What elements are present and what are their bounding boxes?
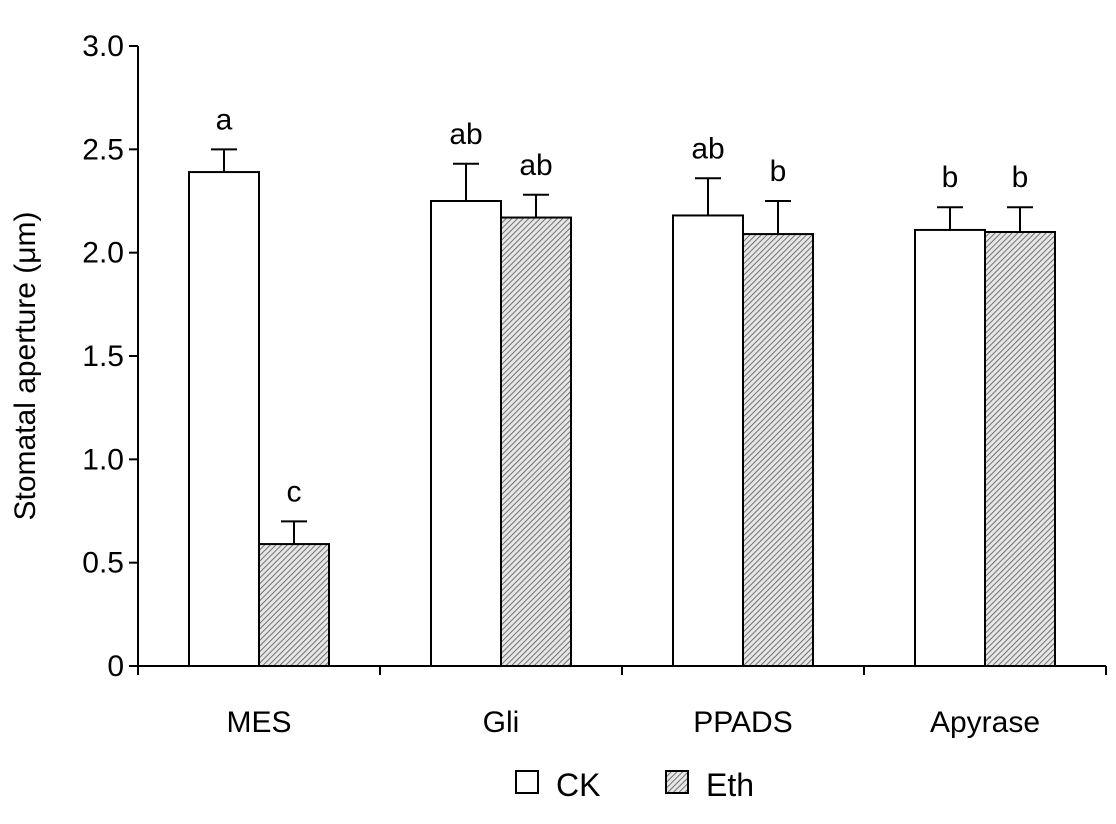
significance-label: ab	[691, 132, 724, 165]
significance-label: b	[1012, 161, 1029, 194]
significance-label: b	[770, 155, 787, 188]
y-tick-label: 0	[107, 650, 124, 683]
legend-label-eth: Eth	[706, 767, 754, 803]
y-tick-label: 1.5	[82, 340, 124, 373]
significance-label: a	[216, 103, 233, 136]
bar-eth	[500, 216, 572, 668]
x-tick-label: PPADS	[693, 706, 792, 739]
bar-eth	[742, 233, 814, 667]
significance-label: ab	[449, 118, 482, 151]
bar-eth	[258, 543, 330, 667]
x-tick-label: MES	[226, 706, 291, 739]
legend-swatch-ck	[515, 770, 539, 794]
bar-ck	[672, 214, 744, 667]
significance-label: c	[287, 475, 302, 508]
bar-eth	[984, 231, 1056, 667]
legend: CK Eth	[515, 767, 754, 803]
bar-ck	[188, 171, 260, 667]
y-axis-title: Stomatal aperture (μm)	[9, 211, 42, 520]
x-tick-label: Apyrase	[930, 706, 1040, 739]
legend-swatch-eth	[665, 770, 689, 794]
y-tick-label: 2.0	[82, 237, 124, 270]
y-tick-label: 1.0	[82, 443, 124, 476]
significance-label: b	[942, 161, 959, 194]
y-tick-label: 0.5	[82, 547, 124, 580]
plot-area: 0 0.5 1.0 1.5 2.0 2.5 3.0 a c MES ab ab Gli ab b PPADS b…	[82, 30, 1107, 739]
bar-ck	[914, 228, 986, 668]
significance-label: ab	[519, 149, 552, 182]
legend-label-ck: CK	[556, 767, 600, 803]
y-tick-label: 3.0	[82, 30, 124, 63]
y-tick-label: 2.5	[82, 133, 124, 166]
bar-ck	[430, 200, 502, 667]
x-tick-label: Gli	[483, 706, 520, 739]
